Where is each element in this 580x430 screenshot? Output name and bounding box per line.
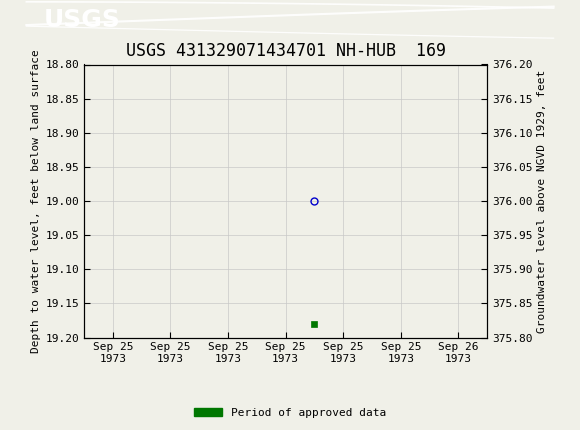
Y-axis label: Groundwater level above NGVD 1929, feet: Groundwater level above NGVD 1929, feet [536, 69, 547, 333]
Legend: Period of approved data: Period of approved data [190, 403, 390, 422]
Title: USGS 431329071434701 NH-HUB  169: USGS 431329071434701 NH-HUB 169 [126, 42, 445, 60]
Y-axis label: Depth to water level, feet below land surface: Depth to water level, feet below land su… [31, 49, 41, 353]
Text: USGS: USGS [44, 8, 121, 32]
